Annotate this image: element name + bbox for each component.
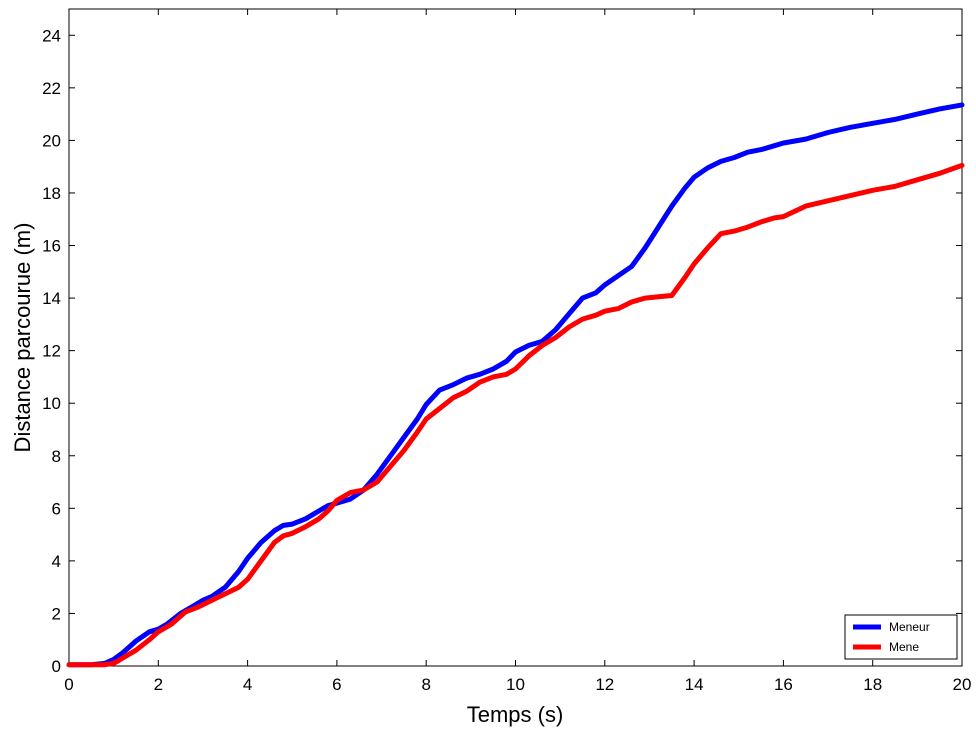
y-tick-label: 2: [52, 604, 61, 623]
legend-box: [844, 614, 958, 660]
x-tick-label: 6: [332, 675, 341, 694]
y-tick-label: 12: [42, 342, 61, 361]
series-line-mene: [66, 162, 965, 668]
y-tick-label: 16: [42, 237, 61, 256]
x-tick-label: 0: [64, 675, 73, 694]
x-tick-label: 20: [953, 675, 972, 694]
x-tick-label: 4: [243, 675, 252, 694]
y-tick-label: 0: [52, 657, 61, 676]
x-axis-title: Temps (s): [467, 702, 564, 727]
x-tick-label: 12: [595, 675, 614, 694]
legend-label-meneur: Meneur: [889, 620, 930, 634]
x-tick-label: 8: [421, 675, 430, 694]
y-tick-label: 18: [42, 184, 61, 203]
y-tick-label: 10: [42, 394, 61, 413]
x-axis-ticks: 0 2 4 6 8 10 12 14 16 18 20: [64, 9, 971, 694]
x-tick-label: 18: [863, 675, 882, 694]
legend-label-mene: Mene: [889, 640, 919, 654]
legend: Meneur Mene: [844, 614, 958, 660]
y-tick-label: 24: [42, 26, 61, 45]
x-tick-label: 2: [154, 675, 163, 694]
y-tick-label: 20: [42, 131, 61, 150]
x-tick-label: 14: [685, 675, 704, 694]
x-tick-label: 10: [506, 675, 525, 694]
y-tick-label: 6: [52, 499, 61, 518]
x-tick-label: 16: [774, 675, 793, 694]
y-tick-label: 4: [52, 552, 61, 571]
series-layer: [66, 102, 965, 668]
y-tick-label: 8: [52, 447, 61, 466]
y-tick-label: 14: [42, 289, 61, 308]
plot-area: [68, 8, 963, 667]
series-line-meneur: [66, 102, 965, 668]
y-axis-title: Distance parcourue (m): [10, 223, 35, 453]
y-tick-label: 22: [42, 79, 61, 98]
